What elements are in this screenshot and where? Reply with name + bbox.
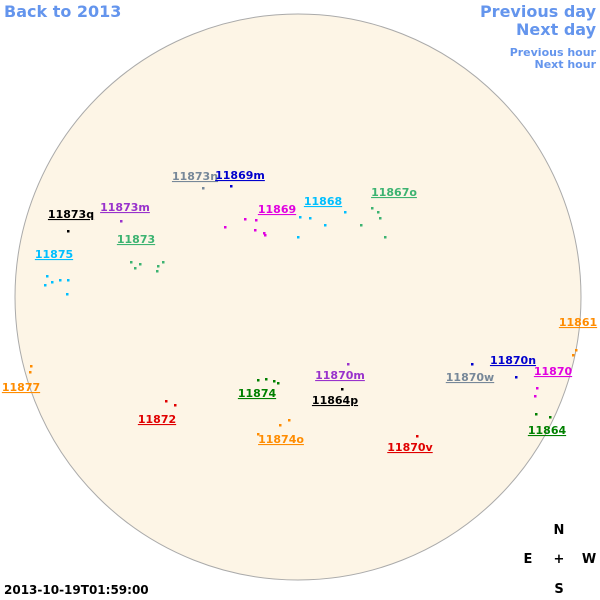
sunspot — [139, 263, 142, 266]
sunspot — [534, 395, 537, 398]
sunspot — [44, 284, 47, 287]
sunspot — [471, 363, 474, 366]
sunspot — [134, 267, 137, 270]
sunspot — [549, 416, 552, 419]
previous-hour-link[interactable]: Previous hour — [510, 46, 597, 59]
sunspot — [174, 404, 177, 407]
sunspot — [288, 419, 291, 422]
sunspot — [536, 387, 539, 390]
sunspot — [299, 216, 302, 219]
sunspot — [46, 275, 49, 278]
sunspot — [279, 424, 282, 427]
sunspot — [264, 234, 267, 237]
sunspot — [416, 435, 419, 438]
sunspot — [265, 378, 268, 381]
region-label[interactable]: 11874 — [238, 387, 277, 400]
previous-day-link[interactable]: Previous day — [480, 2, 597, 21]
region-label[interactable]: 11864p — [312, 394, 358, 407]
compass-west: W — [582, 552, 596, 567]
next-day-link[interactable]: Next day — [516, 20, 597, 39]
region-label[interactable]: 11870m — [315, 369, 365, 382]
compass-south: S — [554, 582, 563, 597]
sunspot — [575, 349, 578, 352]
next-hour-link[interactable]: Next hour — [535, 58, 597, 71]
sunspot — [67, 279, 70, 282]
sunspot — [309, 217, 312, 220]
region-label[interactable]: 11877 — [2, 381, 40, 394]
region-label[interactable]: 11869 — [258, 203, 296, 216]
region-label[interactable]: 11867o — [371, 186, 417, 199]
sunspot — [224, 226, 227, 229]
sunspot — [277, 382, 280, 385]
sunspot — [257, 379, 260, 382]
sunspot — [347, 363, 350, 366]
region-label[interactable]: 11872 — [138, 413, 176, 426]
sunspot — [344, 211, 347, 214]
sunspot — [377, 211, 380, 214]
sunspot — [156, 270, 159, 273]
timestamp: 2013-10-19T01:59:00 — [4, 583, 149, 597]
sunspot — [254, 229, 257, 232]
region-label[interactable]: 11869m — [215, 169, 265, 182]
sunspot — [371, 207, 374, 210]
region-label[interactable]: 11874o — [258, 433, 304, 446]
region-label[interactable]: 11861 — [559, 316, 597, 329]
compass-east: E — [524, 552, 533, 567]
sunspot — [130, 261, 133, 264]
sunspot — [67, 230, 70, 233]
sunspot — [360, 224, 363, 227]
region-label[interactable]: 11864 — [528, 424, 567, 437]
sunspot — [157, 265, 160, 268]
sunspot — [230, 185, 233, 188]
sunspot — [273, 380, 276, 383]
sunspot — [202, 187, 205, 190]
sunspot — [384, 236, 387, 239]
compass-north: N — [554, 523, 565, 538]
sunspot — [66, 293, 69, 296]
sunspot — [341, 388, 344, 391]
region-label[interactable]: 11870 — [534, 365, 573, 378]
region-label[interactable]: 11873 — [117, 233, 155, 246]
sunspot — [572, 354, 575, 357]
back-link[interactable]: Back to 2013 — [4, 2, 121, 21]
sunspot — [535, 413, 538, 416]
compass-center: + — [554, 552, 565, 567]
sunspot — [263, 232, 266, 235]
sunspot — [51, 281, 54, 284]
sunspot — [515, 376, 518, 379]
region-label[interactable]: 11875 — [35, 248, 73, 261]
region-label[interactable]: 11873m — [100, 201, 150, 214]
sunspot — [255, 219, 258, 222]
sunspot — [257, 433, 260, 436]
sunspot — [162, 261, 165, 264]
region-label[interactable]: 11873q — [48, 208, 94, 221]
region-label[interactable]: 11873n — [172, 170, 218, 183]
region-label[interactable]: 11870w — [446, 371, 494, 384]
solar-disk — [14, 13, 582, 581]
sunspot — [29, 371, 32, 374]
sunspot — [379, 217, 382, 220]
sunspot — [30, 365, 33, 368]
sunspot — [297, 236, 300, 239]
sunspot — [120, 220, 123, 223]
sunspot — [244, 218, 247, 221]
region-label[interactable]: 11870n — [490, 354, 536, 367]
sunspot — [165, 400, 168, 403]
region-label[interactable]: 11870v — [387, 441, 433, 454]
region-label[interactable]: 11868 — [304, 195, 342, 208]
sunspot — [59, 279, 62, 282]
sunspot — [324, 224, 327, 227]
